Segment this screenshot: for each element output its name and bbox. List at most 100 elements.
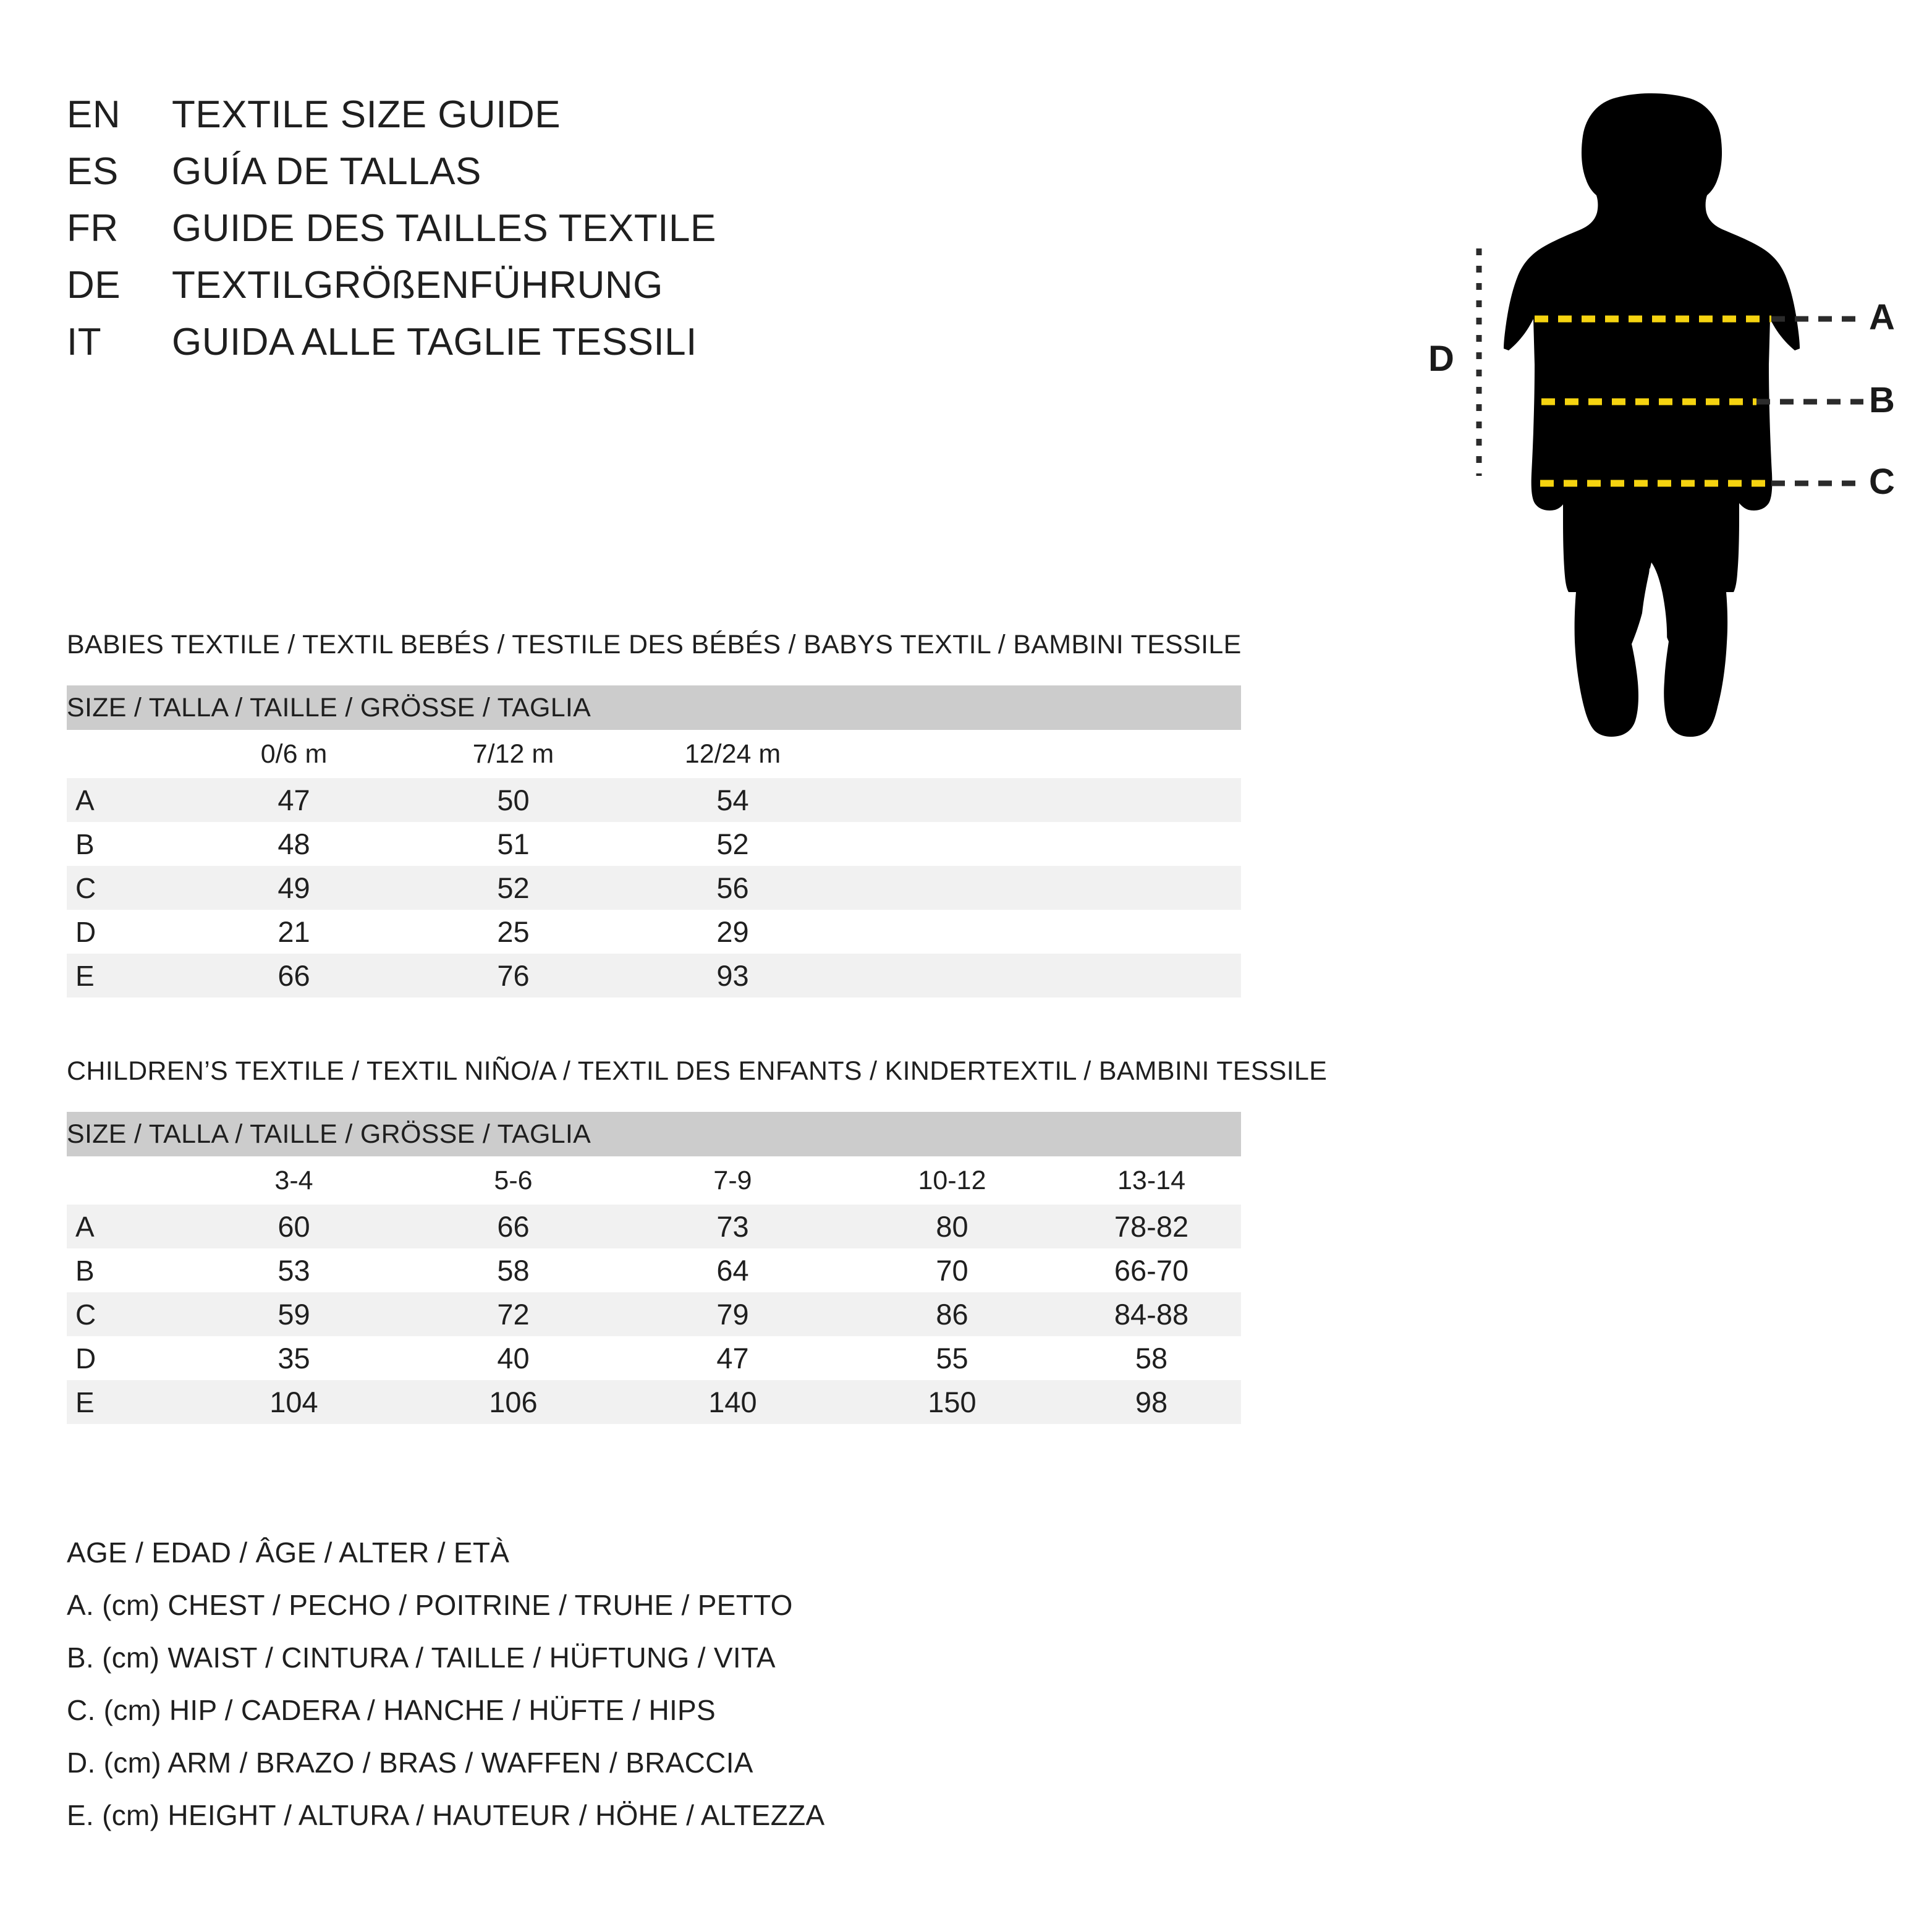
babies-col-header-0: 0/6 m xyxy=(184,730,404,778)
children-cell-e-3: 150 xyxy=(842,1380,1062,1424)
legend-item-a-chest: A. (cm) CHEST / PECHO / POITRINE / TRUHE… xyxy=(67,1589,793,1621)
children-cell-d-3: 55 xyxy=(842,1336,1062,1380)
table-row: B 48 51 52 xyxy=(67,822,1242,866)
babies-col-header-1: 7/12 m xyxy=(404,730,623,778)
children-cell-e-0: 104 xyxy=(184,1380,404,1424)
children-row-label-d: D xyxy=(67,1336,184,1380)
language-row-en: EN TEXTILE SIZE GUIDE xyxy=(67,93,1117,150)
table-row: C 49 52 56 xyxy=(67,866,1242,910)
children-size-table: SIZE / TALLA / TAILLE / GRÖSSE / TAGLIA … xyxy=(67,1112,1241,1424)
babies-cell-a-0: 47 xyxy=(184,778,404,822)
babies-row-label-d: D xyxy=(67,910,184,954)
children-cell-a-2: 73 xyxy=(623,1205,842,1248)
babies-cell-d-0: 21 xyxy=(184,910,404,954)
table-row: D 35 40 47 55 58 xyxy=(67,1336,1241,1380)
babies-cell-e-1: 76 xyxy=(404,954,623,998)
language-code-es: ES xyxy=(67,150,119,193)
table-row: A 47 50 54 xyxy=(67,778,1242,822)
language-title-fr: GUIDE DES TAILLES TEXTILE xyxy=(172,207,716,250)
babies-cell-e-pad xyxy=(842,954,1242,998)
children-corner-cell xyxy=(67,1156,184,1205)
children-cell-d-0: 35 xyxy=(184,1336,404,1380)
babies-row-label-b: B xyxy=(67,822,184,866)
babies-cell-c-pad xyxy=(842,866,1242,910)
figure-label-c: C xyxy=(1869,462,1895,502)
legend-age-line: AGE / EDAD / ÂGE / ALTER / ETÀ xyxy=(67,1536,510,1569)
babies-cell-b-2: 52 xyxy=(623,822,842,866)
table-row: B 53 58 64 70 66-70 xyxy=(67,1248,1241,1292)
language-title-it: GUIDA ALLE TAGLIE TESSILI xyxy=(172,321,697,363)
children-cell-c-3: 86 xyxy=(842,1292,1062,1336)
children-col-header-0: 3-4 xyxy=(184,1156,404,1205)
children-cell-c-2: 79 xyxy=(623,1292,842,1336)
children-cell-a-1: 66 xyxy=(404,1205,623,1248)
babies-cell-a-2: 54 xyxy=(623,778,842,822)
children-cell-b-3: 70 xyxy=(842,1248,1062,1292)
children-cell-e-4: 98 xyxy=(1062,1380,1241,1424)
children-cell-b-4: 66-70 xyxy=(1062,1248,1241,1292)
language-title-block: EN TEXTILE SIZE GUIDE ES GUÍA DE TALLAS … xyxy=(67,93,1117,377)
language-code-it: IT xyxy=(67,321,102,363)
babies-cell-b-0: 48 xyxy=(184,822,404,866)
babies-row-label-c: C xyxy=(67,866,184,910)
children-cell-d-2: 47 xyxy=(623,1336,842,1380)
table-row: E 66 76 93 xyxy=(67,954,1242,998)
babies-cell-c-0: 49 xyxy=(184,866,404,910)
language-row-es: ES GUÍA DE TALLAS xyxy=(67,150,1117,206)
babies-cell-d-1: 25 xyxy=(404,910,623,954)
children-textile-section: CHILDREN’S TEXTILE / TEXTIL NIÑO/A / TEX… xyxy=(67,1056,1328,1424)
children-section-heading: CHILDREN’S TEXTILE / TEXTIL NIÑO/A / TEX… xyxy=(67,1056,1328,1086)
children-cell-c-1: 72 xyxy=(404,1292,623,1336)
legend-item-e-height: E. (cm) HEIGHT / ALTURA / HAUTEUR / HÖHE… xyxy=(67,1799,825,1831)
children-size-header-bar: SIZE / TALLA / TAILLE / GRÖSSE / TAGLIA xyxy=(67,1112,1241,1156)
table-row: A 60 66 73 80 78-82 xyxy=(67,1205,1241,1248)
babies-cell-a-1: 50 xyxy=(404,778,623,822)
children-row-label-b: B xyxy=(67,1248,184,1292)
children-cell-a-0: 60 xyxy=(184,1205,404,1248)
children-row-label-a: A xyxy=(67,1205,184,1248)
babies-cell-e-2: 93 xyxy=(623,954,842,998)
children-row-label-c: C xyxy=(67,1292,184,1336)
babies-cell-e-0: 66 xyxy=(184,954,404,998)
language-row-it: IT GUIDA ALLE TAGLIE TESSILI xyxy=(67,320,1117,377)
table-row: C 59 72 79 86 84-88 xyxy=(67,1292,1241,1336)
figure-label-b: B xyxy=(1869,380,1895,420)
children-cell-a-4: 78-82 xyxy=(1062,1205,1241,1248)
language-code-de: DE xyxy=(67,264,121,307)
children-row-label-e: E xyxy=(67,1380,184,1424)
language-code-en: EN xyxy=(67,93,121,136)
babies-row-label-a: A xyxy=(67,778,184,822)
language-row-fr: FR GUIDE DES TAILLES TEXTILE xyxy=(67,206,1117,263)
babies-cell-d-2: 29 xyxy=(623,910,842,954)
table-row: E 104 106 140 150 98 xyxy=(67,1380,1241,1424)
children-col-header-3: 10-12 xyxy=(842,1156,1062,1205)
children-cell-b-2: 64 xyxy=(623,1248,842,1292)
language-code-fr: FR xyxy=(67,207,119,250)
language-title-en: TEXTILE SIZE GUIDE xyxy=(172,93,561,136)
babies-corner-cell xyxy=(67,730,184,778)
children-cell-b-0: 53 xyxy=(184,1248,404,1292)
language-title-de: TEXTILGRÖßENFÜHRUNG xyxy=(172,264,663,307)
children-col-header-2: 7-9 xyxy=(623,1156,842,1205)
legend-item-c-hip: C. (cm) HIP / CADERA / HANCHE / HÜFTE / … xyxy=(67,1694,716,1726)
babies-cell-c-2: 56 xyxy=(623,866,842,910)
children-column-header-row: 3-4 5-6 7-9 10-12 13-14 xyxy=(67,1156,1241,1205)
children-size-header-label: SIZE / TALLA / TAILLE / GRÖSSE / TAGLIA xyxy=(67,1112,1241,1156)
children-cell-a-3: 80 xyxy=(842,1205,1062,1248)
child-silhouette-icon xyxy=(1504,93,1800,737)
babies-column-header-row: 0/6 m 7/12 m 12/24 m xyxy=(67,730,1242,778)
legend-item-b-waist: B. (cm) WAIST / CINTURA / TAILLE / HÜFTU… xyxy=(67,1642,776,1674)
children-cell-c-0: 59 xyxy=(184,1292,404,1336)
legend-item-d-arm: D. (cm) ARM / BRAZO / BRAS / WAFFEN / BR… xyxy=(67,1747,753,1779)
babies-col-header-pad xyxy=(842,730,1242,778)
language-row-de: DE TEXTILGRÖßENFÜHRUNG xyxy=(67,263,1117,320)
figure-label-a: A xyxy=(1869,297,1895,337)
babies-row-label-e: E xyxy=(67,954,184,998)
children-col-header-4: 13-14 xyxy=(1062,1156,1241,1205)
figure-label-d: D xyxy=(1428,339,1454,379)
babies-col-header-2: 12/24 m xyxy=(623,730,842,778)
children-cell-e-1: 106 xyxy=(404,1380,623,1424)
children-cell-c-4: 84-88 xyxy=(1062,1292,1241,1336)
babies-textile-section: BABIES TEXTILE / TEXTIL BEBÉS / TESTILE … xyxy=(67,632,1241,998)
measurement-figure-panel: A B C D E xyxy=(1403,74,1910,766)
